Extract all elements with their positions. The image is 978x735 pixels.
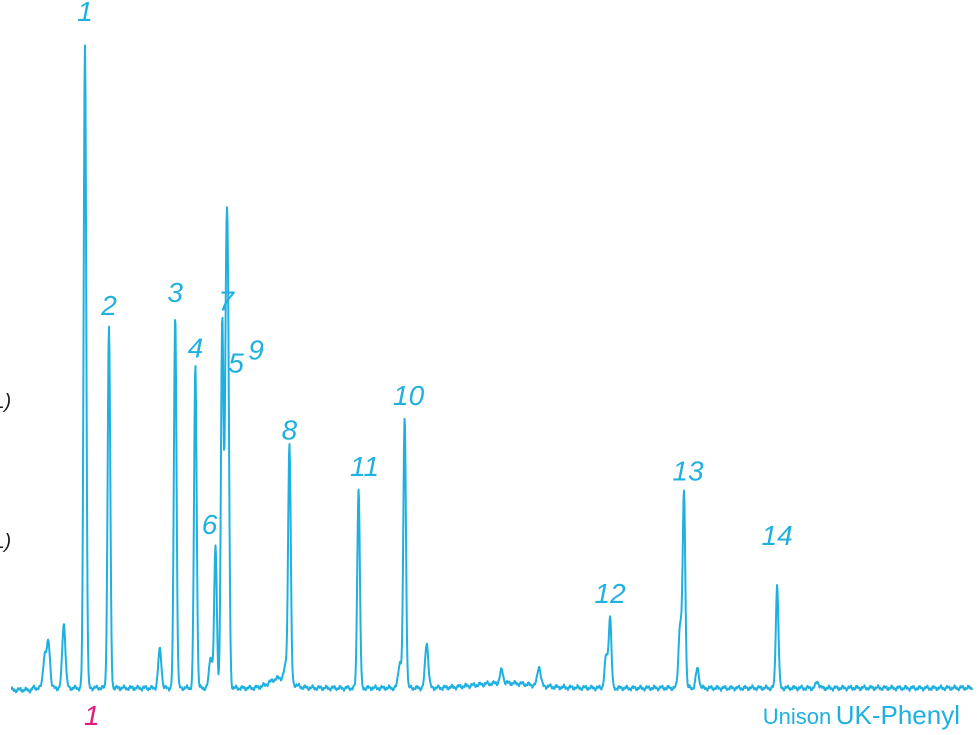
peak-label: 9 [248, 335, 264, 366]
brand-name: Unison [762, 704, 832, 729]
legend-entry: g/mL) [0, 391, 12, 413]
peak-label: 8 [282, 414, 298, 445]
legend-entry: g/mL) [0, 531, 12, 553]
peak-label: 6 [202, 509, 218, 540]
peak-label: 2 [100, 290, 117, 321]
peak-label: 4 [188, 333, 204, 364]
brand-model: UK-Phenyl [835, 700, 960, 730]
peak-label: 7 [218, 285, 235, 316]
axis-label: 1 [84, 700, 100, 731]
peak-label: 13 [672, 456, 704, 487]
peak-label: 3 [167, 277, 183, 308]
peak-label: 14 [762, 520, 793, 551]
column-brand: Unison UK-Phenyl [763, 702, 960, 728]
chromatogram-trace [11, 44, 973, 694]
peak-label: 10 [393, 380, 425, 411]
peak-label: 11 [350, 451, 379, 482]
peak-label: 5 [228, 347, 244, 378]
peak-label: 12 [595, 578, 627, 609]
peak-label: 1 [77, 0, 93, 27]
